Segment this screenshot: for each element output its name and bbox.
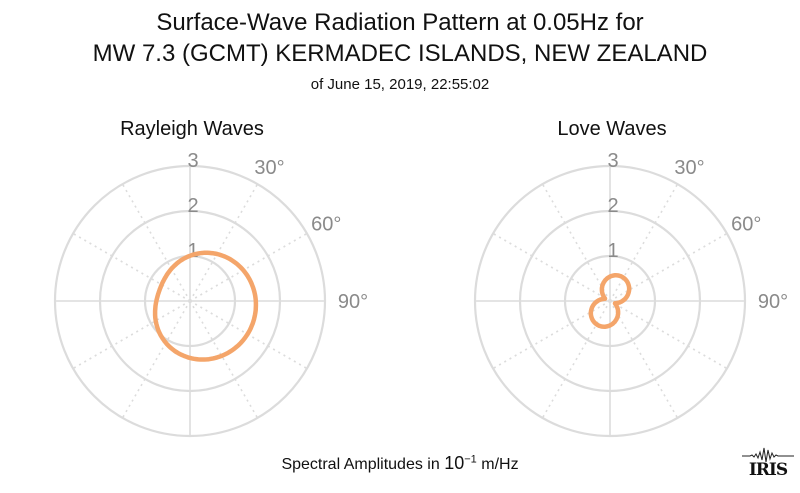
love-r-tick-1: 1: [607, 240, 618, 262]
seismogram-icon: [742, 447, 794, 463]
love-spoke-300: [492, 232, 611, 302]
rayleigh-spoke-300: [72, 232, 191, 302]
rayleigh-angle-label-60: 60°: [311, 214, 341, 236]
love-radiation-pattern: [588, 273, 632, 329]
rayleigh-radiation-pattern: [152, 250, 259, 362]
rayleigh-r-tick-3: 3: [187, 150, 198, 172]
rayleigh-spoke-150: [189, 300, 259, 419]
rayleigh-spoke-30: [189, 183, 259, 302]
love-angle-label-30: 30°: [674, 157, 704, 179]
rayleigh-spoke-330: [121, 183, 191, 302]
love-spoke-330: [541, 183, 611, 302]
love-spoke-30: [609, 183, 679, 302]
love-angle-label-60: 60°: [731, 214, 761, 236]
love-ring-3: [473, 164, 747, 438]
love-spoke-150: [609, 300, 679, 419]
rayleigh-ring-2: [98, 209, 282, 393]
love-spoke-60: [609, 232, 728, 302]
chart-subtitle: of June 15, 2019, 22:55:02: [310, 76, 490, 93]
iris-logo-text: IRIS: [748, 460, 788, 480]
love-r-tick-2: 2: [607, 195, 618, 217]
footer-unit: m/Hz: [481, 456, 519, 473]
footer-exponent: −1: [464, 453, 477, 466]
rayleigh-angle-label-30: 30°: [254, 157, 284, 179]
love-ring-2: [518, 209, 702, 393]
love-spoke-210: [541, 300, 611, 419]
footer-label: Spectral Amplitudes in 10−1 m/Hz: [0, 453, 800, 474]
rayleigh-spoke-210: [121, 300, 191, 419]
love-angle-label-90: 90°: [758, 291, 788, 313]
love-panel-title: Love Waves: [557, 118, 667, 140]
rayleigh-ring-3: [53, 164, 327, 438]
rayleigh-spoke-60: [189, 232, 308, 302]
iris-logo: IRIS: [740, 442, 796, 486]
chart-title: Surface-Wave Radiation Pattern at 0.05Hz…: [156, 9, 644, 36]
love-spoke-240: [492, 300, 611, 370]
chart-title-event: MW 7.3 (GCMT) KERMADEC ISLANDS, NEW ZEAL…: [92, 40, 708, 67]
love-r-tick-3: 3: [607, 150, 618, 172]
rayleigh-r-tick-1: 1: [187, 240, 198, 262]
rayleigh-angle-label-90: 90°: [338, 291, 368, 313]
footer-base: 10: [444, 453, 465, 473]
rayleigh-panel-title: Rayleigh Waves: [120, 118, 264, 140]
love-spoke-120: [609, 300, 728, 370]
rayleigh-r-tick-2: 2: [187, 195, 198, 217]
footer-label-prefix: Spectral Amplitudes in: [281, 456, 440, 473]
love-ring-1: [563, 254, 657, 348]
rayleigh-spoke-240: [72, 300, 191, 370]
